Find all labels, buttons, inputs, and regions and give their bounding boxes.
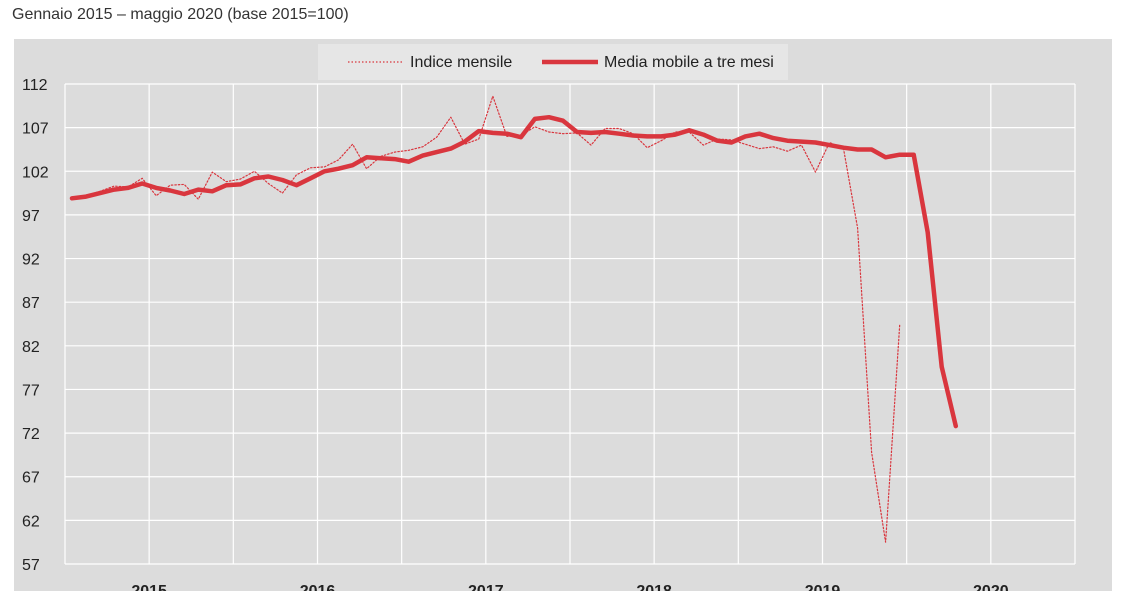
x-axis-years: 2015 2016 2017 2018 2019 2020: [131, 583, 1008, 591]
y-tick-label: 97: [22, 208, 40, 225]
y-tick-label: 57: [22, 557, 40, 574]
legend: Indice mensile Media mobile a tre mesi: [348, 54, 774, 71]
gridlines: [64, 83, 1076, 565]
y-tick-label: 77: [22, 382, 40, 399]
y-tick-label: 72: [22, 426, 40, 443]
y-tick-label: 102: [22, 164, 49, 181]
y-tick-label: 82: [22, 339, 40, 356]
series-layer: [69, 95, 959, 543]
y-tick-label: 87: [22, 295, 40, 312]
x-year-label: 2017: [468, 583, 504, 591]
legend-label-media-mobile: Media mobile a tre mesi: [604, 54, 774, 71]
y-tick-label: 107: [22, 121, 49, 138]
x-year-label: 2016: [300, 583, 336, 591]
y-tick-label: 112: [22, 77, 48, 94]
series-line-0: [71, 95, 901, 543]
chart-subtitle: Gennaio 2015 – maggio 2020 (base 2015=10…: [12, 6, 349, 23]
x-year-label: 2020: [973, 583, 1009, 591]
x-year-label: 2019: [805, 583, 841, 591]
x-year-label: 2015: [131, 583, 167, 591]
y-tick-label: 92: [22, 252, 40, 269]
y-axis-ticks: 112 107 102 97 92 87 82 77 72 67 62 57: [22, 77, 49, 574]
x-year-label: 2018: [636, 583, 672, 591]
legend-label-indice-mensile: Indice mensile: [410, 54, 512, 71]
y-tick-label: 67: [22, 470, 40, 487]
y-tick-label: 62: [22, 513, 40, 530]
series-line-1: [69, 114, 959, 429]
